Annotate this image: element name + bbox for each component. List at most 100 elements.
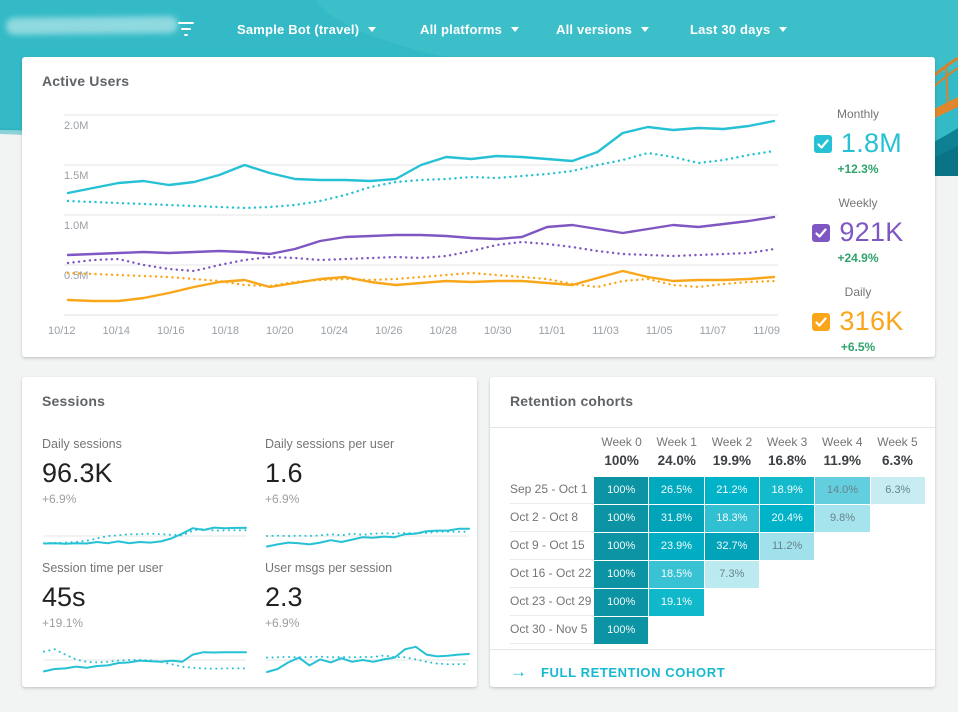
cohort-row-cells: 100% 18.5% 7.3%: [594, 561, 925, 588]
cohort-row-label: Oct 16 - Oct 22: [510, 561, 594, 588]
x-tick-label: 10/14: [102, 325, 131, 337]
daily-value: 316K: [839, 306, 904, 336]
monthly-label: Monthly: [836, 107, 880, 121]
x-tick-label: 10/24: [320, 325, 349, 337]
cohort-table: Sep 25 - Oct 1 100% 26.5% 21.2% 18.9% 14.0% 6.…: [490, 477, 935, 645]
previous-sparkline: [266, 530, 470, 537]
x-tick-label: 11/09: [753, 325, 780, 337]
weekly-value: 921K: [839, 217, 904, 247]
active-users-chart: 2.0M 1.5M 1.0M 0.5M: [64, 114, 778, 316]
week-average-value: 19.9%: [712, 453, 752, 468]
bot-selector-dropdown[interactable]: Sample Bot (travel): [237, 22, 377, 37]
x-tick-label: 11/07: [699, 325, 727, 337]
week-average-value: 16.8%: [767, 453, 807, 468]
divider: [490, 427, 935, 428]
cohort-cell: 18.9%: [759, 477, 815, 504]
x-tick-label: 10/20: [266, 325, 294, 337]
cohort-week-headers: Week 0 100% Week 1 24.0% Week 2 19.9% Week 3 16…: [594, 435, 925, 468]
cohort-cell-empty: [871, 617, 925, 644]
daily-sessions-sparkline: [43, 526, 247, 545]
previous-sparkline: [43, 527, 247, 545]
cohort-cell: 26.5%: [649, 477, 704, 504]
week-header-label: Week 4: [822, 435, 863, 449]
week-average-value: 24.0%: [657, 453, 696, 468]
legend-monthly: Monthly 1.8M +12.3%: [794, 107, 922, 176]
cohort-cell-empty: [705, 589, 759, 616]
active-users-card: Active Users 2.0M 1.5M 1.0M 0.5M 10/12 10/14…: [22, 57, 935, 357]
current-sparkline: [43, 526, 247, 545]
week-average-value: 6.3%: [882, 453, 913, 468]
cohort-cell: 7.3%: [704, 561, 759, 588]
x-tick-label: 10/16: [157, 325, 185, 337]
monthly-value: 1.8M: [840, 128, 903, 158]
cohort-cell-empty: [871, 561, 925, 588]
x-tick-label: 10/12: [48, 325, 76, 337]
cohort-cell: 32.7%: [704, 533, 759, 560]
cohort-cell: 21.2%: [704, 477, 759, 504]
cohort-cell: 11.2%: [759, 533, 815, 560]
weekly-previous-line: [66, 240, 776, 273]
week-average-value: 100%: [604, 453, 639, 468]
cohort-cell: 100%: [594, 477, 649, 504]
cohort-row-label: Oct 2 - Oct 8: [510, 505, 594, 532]
date-range-dropdown[interactable]: Last 30 days: [690, 22, 788, 37]
cohort-cell-empty: [760, 589, 814, 616]
metric-label: Daily sessions per user: [265, 437, 395, 451]
cohort-cell: 18.5%: [649, 561, 704, 588]
cohort-row-cells: 100% 31.8% 18.3% 20.4% 9.8%: [594, 505, 925, 532]
x-tick-label: 10/18: [211, 325, 240, 337]
version-filter-label: All versions: [556, 22, 633, 37]
metric-daily-sessions: Daily sessions 96.3K +6.9%: [42, 437, 252, 555]
cohort-cell-empty: [815, 561, 869, 588]
sessions-title: Sessions: [42, 393, 106, 409]
monthly-delta: +12.3%: [837, 162, 879, 176]
current-sparkline: [266, 527, 470, 548]
week-header-col: Week 0 100%: [594, 435, 649, 468]
metric-label: Daily sessions: [42, 437, 122, 451]
cohort-cell: 100%: [594, 617, 649, 644]
daily-current-line: [66, 269, 776, 303]
retention-title: Retention cohorts: [510, 393, 634, 409]
weekly-checkbox[interactable]: [812, 223, 831, 242]
daily-checkbox[interactable]: [812, 312, 831, 331]
full-retention-cohort-link[interactable]: → FULL RETENTION COHORT: [510, 658, 725, 686]
cohort-row-label: Oct 23 - Oct 29: [510, 589, 594, 616]
y-axis-label: 0.5M: [64, 270, 88, 282]
metric-session-time: Session time per user 45s +19.1%: [42, 561, 252, 679]
metric-delta: +6.9%: [42, 492, 77, 506]
filter-list-icon[interactable]: [176, 21, 196, 37]
week-header-col: Week 1 24.0%: [649, 435, 704, 468]
monthly-checkbox[interactable]: [813, 134, 832, 153]
week-header-label: Week 0: [601, 435, 642, 449]
x-tick-label: 10/28: [429, 325, 458, 337]
cohort-row-cells: 100%: [594, 617, 925, 644]
chevron-down-icon: [641, 27, 650, 32]
monthly-current-line: [66, 119, 776, 195]
week-header-label: Week 2: [711, 435, 753, 449]
cohort-cell-empty: [705, 617, 759, 644]
x-tick-label: 10/30: [484, 325, 512, 337]
weekly-label: Weekly: [838, 196, 878, 210]
cohort-cell: 14.0%: [815, 477, 870, 504]
week-header-label: Week 3: [766, 435, 808, 449]
metric-value: 1.6: [265, 458, 303, 488]
cohort-cell: 20.4%: [759, 505, 815, 532]
cohort-cell-empty: [760, 617, 814, 644]
user-msgs-sparkline: [266, 645, 470, 673]
x-tick-label: 11/05: [645, 325, 673, 337]
full-retention-cohort-label: FULL RETENTION COHORT: [541, 664, 726, 680]
cohort-row-label: Oct 30 - Nov 5: [510, 617, 594, 644]
cohort-row: Oct 9 - Oct 15 100% 23.9% 32.7% 11.2%: [490, 533, 935, 561]
cohort-cell-empty: [871, 533, 925, 560]
platform-filter-dropdown[interactable]: All platforms: [420, 22, 520, 37]
version-filter-dropdown[interactable]: All versions: [556, 22, 650, 37]
cohort-cell: 100%: [594, 505, 649, 532]
previous-sparkline: [43, 648, 247, 670]
cohort-cell: 23.9%: [649, 533, 704, 560]
legend-weekly: Weekly 921K +24.9%: [794, 196, 922, 265]
cohort-cell-empty: [649, 617, 703, 644]
sessions-per-user-sparkline: [266, 527, 470, 548]
active-users-legend: Monthly 1.8M +12.3% Weekly 921K +24.9% D…: [794, 107, 922, 374]
cohort-cell: 100%: [594, 533, 649, 560]
current-sparkline: [266, 645, 470, 673]
